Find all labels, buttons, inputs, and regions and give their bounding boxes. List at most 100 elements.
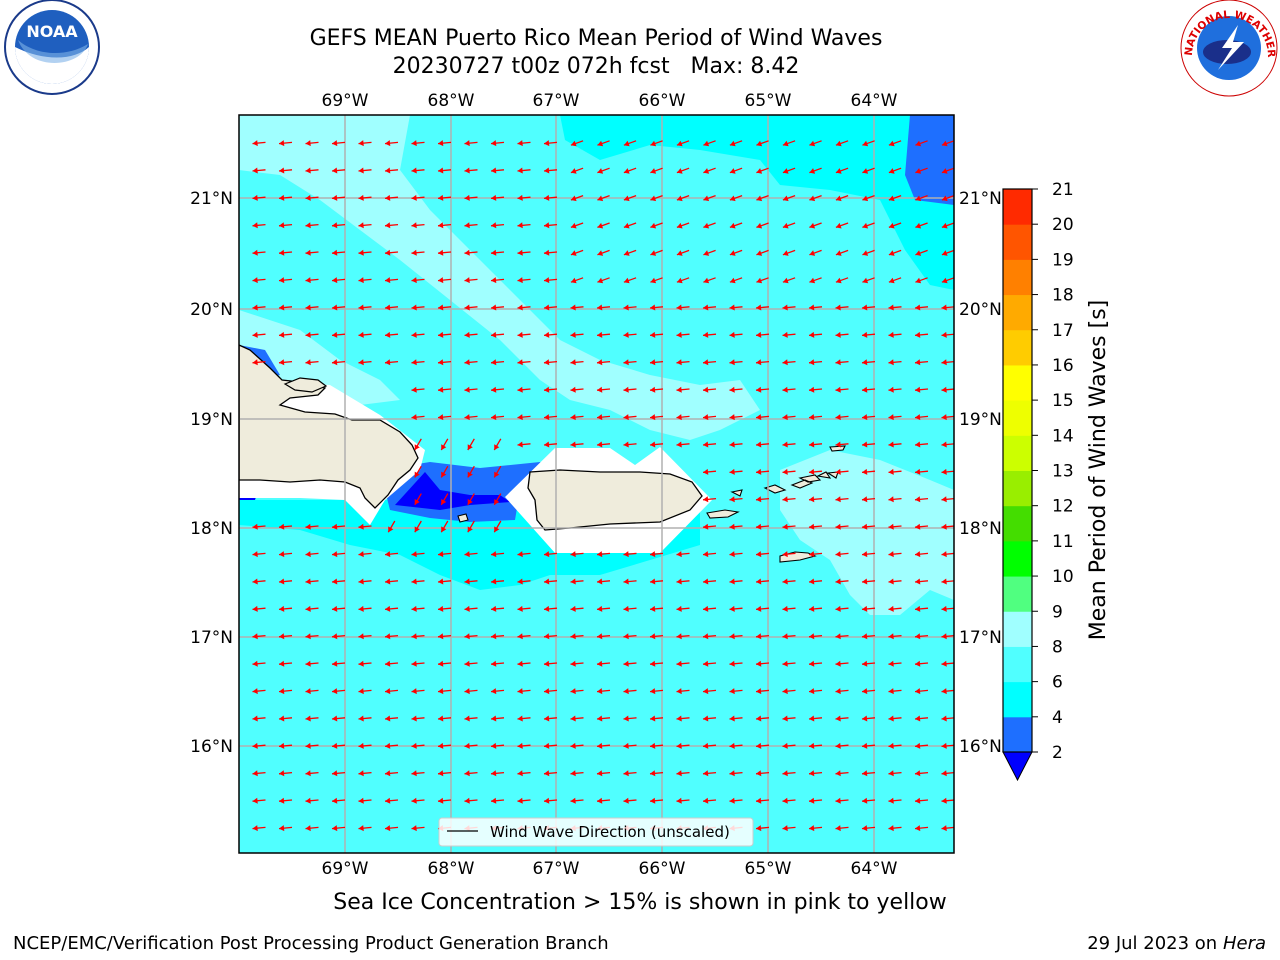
footer-branch: NCEP/EMC/Verification Post Processing Pr… xyxy=(13,933,609,954)
wind-wave-arrow-head xyxy=(782,441,788,448)
wind-wave-arrow-head xyxy=(411,825,417,832)
wind-wave-arrow-head xyxy=(411,222,417,229)
wind-wave-arrow-head xyxy=(941,633,947,640)
wind-wave-arrow-head xyxy=(703,250,710,256)
field-8-9-north xyxy=(239,115,760,440)
wind-wave-arrow-head xyxy=(491,742,497,749)
wind-wave-arrow-head xyxy=(729,195,736,202)
wind-wave-arrow-head xyxy=(888,277,895,284)
wind-wave-arrow-head xyxy=(358,140,364,147)
wind-wave-arrow-head xyxy=(941,386,947,393)
wind-wave-arrow-head xyxy=(252,742,258,749)
wind-wave-arrow-head xyxy=(517,194,523,201)
map-frame xyxy=(238,114,955,854)
lon-label: 66°W xyxy=(639,91,686,111)
wind-wave-arrow-head xyxy=(544,660,550,667)
wind-wave-arrow-head xyxy=(729,523,735,530)
wind-wave-arrow-head xyxy=(703,386,709,393)
wind-wave-arrow-head xyxy=(570,660,576,667)
wind-wave-arrow-head xyxy=(729,770,735,777)
wind-wave-arrow-head xyxy=(491,660,497,667)
colorbar-segment xyxy=(1003,259,1032,296)
wind-wave-arrow-head xyxy=(491,715,497,722)
wind-wave-arrow-head xyxy=(862,386,868,393)
wind-wave-arrow-head xyxy=(835,578,841,585)
wind-wave-arrow-head xyxy=(570,688,576,695)
wind-wave-arrow-head xyxy=(915,386,921,393)
wind-wave-arrow-head xyxy=(915,496,921,503)
wind-wave-arrow-head xyxy=(888,414,894,421)
wind-wave-arrow-head xyxy=(438,742,444,749)
wind-wave-arrow-head xyxy=(676,441,682,448)
wind-wave-arrow-head xyxy=(915,770,921,777)
wind-wave-arrow-head xyxy=(756,688,762,695)
wind-wave-arrow-head xyxy=(676,742,682,749)
wind-wave-arrow-head xyxy=(782,578,788,585)
wind-wave-arrow-head xyxy=(756,523,762,530)
wind-wave-arrow-head xyxy=(809,414,815,421)
colorbar-segments xyxy=(1003,189,1032,753)
wind-wave-arrow-head xyxy=(623,414,629,421)
wind-wave-arrow-head xyxy=(279,578,285,585)
wind-wave-arrow-head xyxy=(467,471,473,478)
wind-wave-arrow-head xyxy=(332,633,338,640)
wind-wave-arrow-head xyxy=(332,331,338,338)
wind-wave-arrow-head xyxy=(491,222,497,229)
wind-wave-arrow-head xyxy=(411,386,417,393)
wind-wave-arrow-head xyxy=(279,194,285,201)
wind-wave-arrow-head xyxy=(411,249,417,256)
wind-wave-arrow-head xyxy=(305,660,311,667)
wind-wave-arrow-head xyxy=(676,386,682,393)
wind-wave-arrow-head xyxy=(385,715,391,722)
wind-wave-arrow-head xyxy=(650,742,656,749)
wind-wave-arrow-head xyxy=(888,359,894,366)
wind-wave-arrow-head xyxy=(385,249,391,256)
wind-wave-arrow-head xyxy=(305,551,311,558)
wind-wave-arrow-head xyxy=(279,249,285,256)
wind-wave-arrow-head xyxy=(756,359,762,366)
wind-wave-arrow-head xyxy=(862,770,868,777)
wind-wave-arrow-head xyxy=(544,715,550,722)
footer-date: 29 Jul 2023 on Hera xyxy=(1087,933,1266,954)
wind-wave-arrow-head xyxy=(464,715,470,722)
wind-wave-arrow-head xyxy=(279,660,285,667)
colorbar-segment xyxy=(1003,505,1032,542)
lon-labels-top: 69°W 68°W 67°W 66°W 65°W 64°W xyxy=(322,91,898,111)
wind-wave-arrow-head xyxy=(623,359,629,366)
wind-wave-arrow-head xyxy=(358,797,364,804)
wind-wave-arrow-head xyxy=(941,331,947,338)
wind-wave-arrow-head xyxy=(411,194,417,201)
wind-wave-arrow-head xyxy=(623,660,629,667)
wind-wave-arrow-head xyxy=(941,140,948,147)
lon-label: 67°W xyxy=(533,91,580,111)
wind-wave-arrow-head xyxy=(782,250,789,256)
wind-wave-arrow-head xyxy=(915,797,921,804)
lat-labels-left: 21°N 20°N 19°N 18°N 17°N 16°N xyxy=(190,189,233,757)
wind-wave-arrow-head xyxy=(570,304,576,311)
wind-wave-arrow-head xyxy=(756,770,762,777)
wind-wave-arrow-head xyxy=(888,304,894,311)
wind-wave-arrow-head xyxy=(729,633,735,640)
wind-wave-arrow-head xyxy=(915,140,922,147)
wind-wave-arrow-head xyxy=(358,222,364,229)
wind-wave-arrow-head xyxy=(782,359,788,366)
wind-wave-arrow-head xyxy=(544,414,550,421)
wind-wave-arrow-head xyxy=(809,715,815,722)
wind-wave-arrow-head xyxy=(438,688,444,695)
wind-wave-arrow-head xyxy=(305,222,311,229)
wind-wave-arrow-head xyxy=(438,222,444,229)
wind-wave-arrow-head xyxy=(491,551,497,558)
wind-wave-arrow-head xyxy=(358,660,364,667)
wind-wave-arrow-head xyxy=(570,441,576,448)
wind-wave-arrow-head xyxy=(756,578,762,585)
wind-wave-arrow-head xyxy=(279,359,285,366)
wind-wave-arrow-head xyxy=(729,359,735,366)
wind-wave-arrow-head xyxy=(544,441,550,448)
wind-wave-arrow-head xyxy=(729,660,735,667)
wind-wave-arrow-head xyxy=(491,386,497,393)
wind-wave-arrow-head xyxy=(414,471,420,478)
wind-wave-arrow-head xyxy=(570,195,577,202)
wind-wave-arrow-head xyxy=(756,414,762,421)
wind-wave-arrow-head xyxy=(597,770,603,777)
wind-wave-arrow-head xyxy=(385,194,391,201)
